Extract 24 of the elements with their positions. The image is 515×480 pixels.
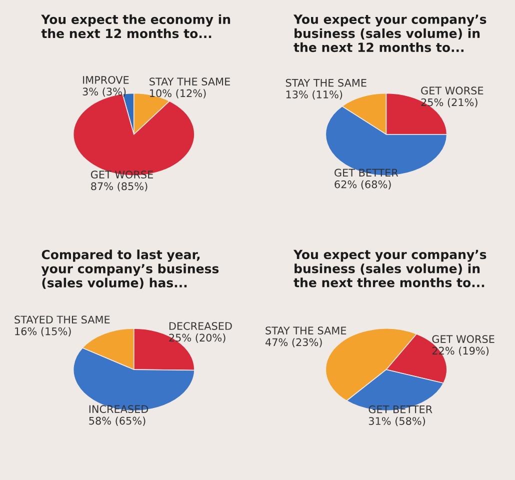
data-label: 13% (11%) (286, 90, 342, 100)
slice-label: INCREASED (89, 405, 148, 414)
data-label: 47% (23%) (266, 338, 322, 348)
chart-title: You expect your company’s business (sales volume) in the next three months to... (293, 250, 486, 288)
slice-label: GET WORSE (432, 335, 494, 344)
slice-label: STAY THE SAME (266, 326, 346, 334)
data-label: 25% (21%) (421, 98, 478, 108)
slice-label: STAY THE SAME (150, 78, 230, 86)
slice-label: DECREASED (169, 322, 232, 330)
slice-label: STAYED THE SAME (14, 316, 110, 324)
data-label: 62% (68%) (334, 180, 391, 190)
chart-title: Compared to last year, your company’s business (sales volume) has... (41, 250, 219, 289)
slice-label: IMPROVE (83, 76, 129, 84)
slice-label: GET WORSE (421, 86, 484, 95)
data-label: 10% (12%) (150, 89, 206, 98)
data-label: 87% (85%) (91, 182, 148, 192)
data-label: 58% (65%) (89, 416, 146, 426)
chart-title: You expect the economy in the next 12 months to... (41, 14, 230, 38)
chart-title: You expect your company’s business (sales volume) in the next 12 months to... (293, 14, 486, 52)
data-label: 3% (3%) (82, 87, 126, 97)
data-label: 31% (58%) (368, 416, 426, 426)
data-label: 25% (20%) (169, 334, 226, 343)
data-label: 16% (15%) (15, 327, 71, 336)
slice-label: STAY THE SAME (286, 78, 366, 87)
